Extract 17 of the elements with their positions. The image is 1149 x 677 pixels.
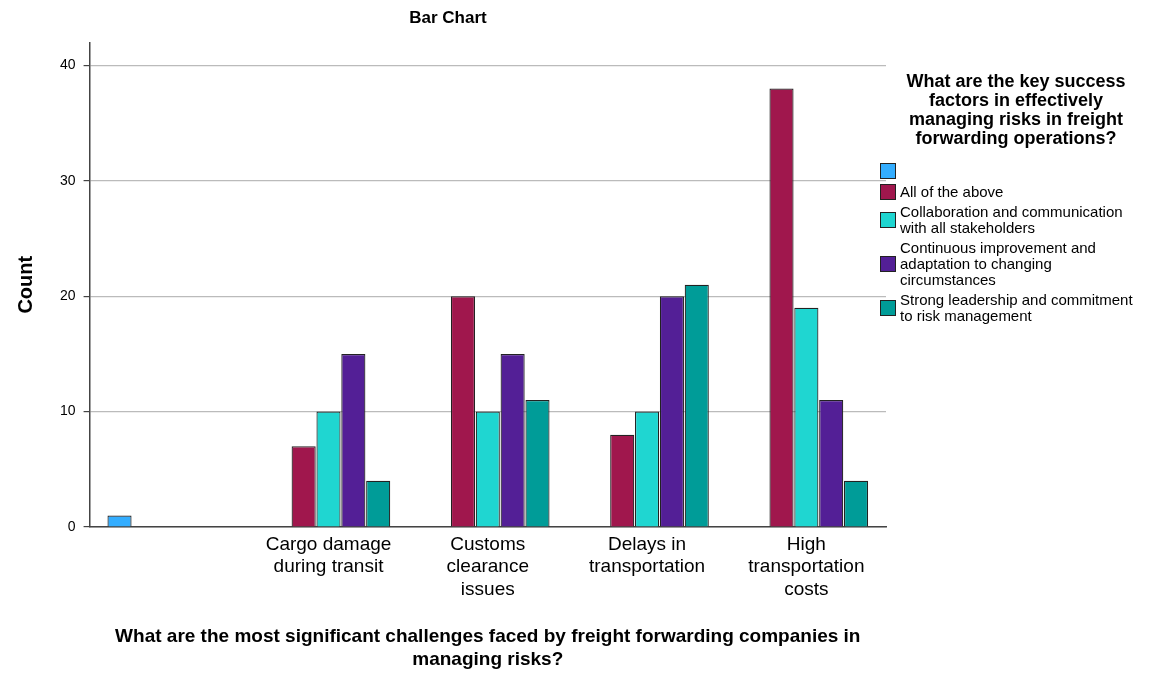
y-tick-label: 20 xyxy=(59,287,76,304)
y-tick-label: 10 xyxy=(59,402,76,419)
x-tick-label: Delays in transportation xyxy=(588,532,706,577)
y-axis-title: Count xyxy=(13,255,36,314)
legend-label: Continuous improvement and adaptation to changing circumstances xyxy=(900,239,1097,288)
y-tick-label: 30 xyxy=(59,171,76,188)
legend-title: What are the key success factors in effectively managing risks in freight forwarding operations? xyxy=(905,71,1127,148)
x-axis-title: What are the most significant challenges faced by freight forwarding companies in managing risks? xyxy=(115,625,861,669)
x-tick-label: High transportation costs xyxy=(748,532,865,600)
legend-label: Strong leadership and commitment to risk management xyxy=(900,291,1134,324)
x-tick-label: Customs clearance issues xyxy=(446,532,529,600)
legend-label: Collaboration and communication with all stakeholders xyxy=(900,203,1124,236)
legend-label: All of the above xyxy=(900,183,1004,200)
y-tick-label: 0 xyxy=(67,517,76,534)
chart-title: Bar Chart xyxy=(409,7,488,27)
y-tick-label: 40 xyxy=(59,56,76,73)
x-tick-label: Cargo damage during transit xyxy=(265,532,392,577)
